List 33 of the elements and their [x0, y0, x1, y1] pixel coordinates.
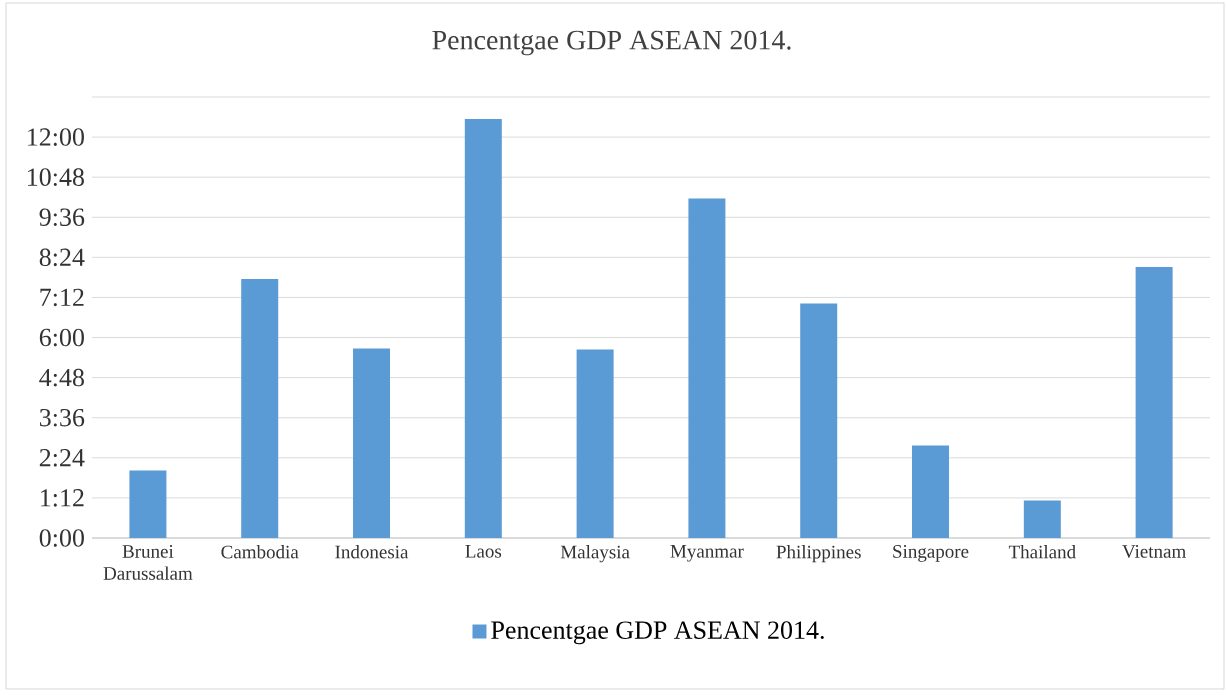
x-tick-label: Laos: [465, 545, 502, 558]
legend-label: Pencentgae GDP ASEAN 2014.: [491, 621, 824, 645]
bar: [1023, 500, 1061, 538]
bar: [464, 119, 502, 538]
x-tick-label: Myanmar: [670, 545, 744, 562]
bar: [576, 349, 614, 538]
y-tick-label: 10:48: [28, 168, 84, 187]
bar: [800, 303, 838, 538]
bar: [241, 279, 279, 538]
y-tick-label: 0:00: [39, 529, 84, 547]
x-tick-label: Cambodia: [221, 545, 299, 559]
chart-title: Pencentgae GDP ASEAN 2014.: [432, 30, 791, 56]
bar: [912, 445, 950, 538]
x-tick-label: Indonesia: [335, 545, 409, 559]
x-tick-label: Brunei Darussalam: [103, 545, 193, 580]
bar: [688, 198, 726, 538]
y-tick-label: 8:24: [39, 248, 85, 267]
y-tick-label: 12:00: [28, 128, 84, 146]
bar: [129, 470, 167, 538]
x-tick-label: Philippines: [776, 545, 861, 563]
bar: [1135, 267, 1173, 538]
x-tick-label: Malaysia: [560, 545, 630, 563]
y-tick-label: 1:12: [41, 489, 84, 507]
y-tick-label: 4:48: [39, 368, 84, 387]
bar: [353, 348, 391, 538]
y-tick-label: 9:36: [39, 208, 85, 227]
y-tick-label: 3:36: [39, 408, 85, 427]
x-tick-label: Thailand: [1008, 545, 1076, 559]
x-tick-label: Vietnam: [1122, 545, 1186, 558]
x-tick-label: Singapore: [893, 545, 969, 562]
y-tick-label: 7:12: [40, 288, 84, 307]
y-tick-label: 2:24: [39, 449, 85, 467]
y-tick-label: 6:00: [39, 328, 84, 347]
